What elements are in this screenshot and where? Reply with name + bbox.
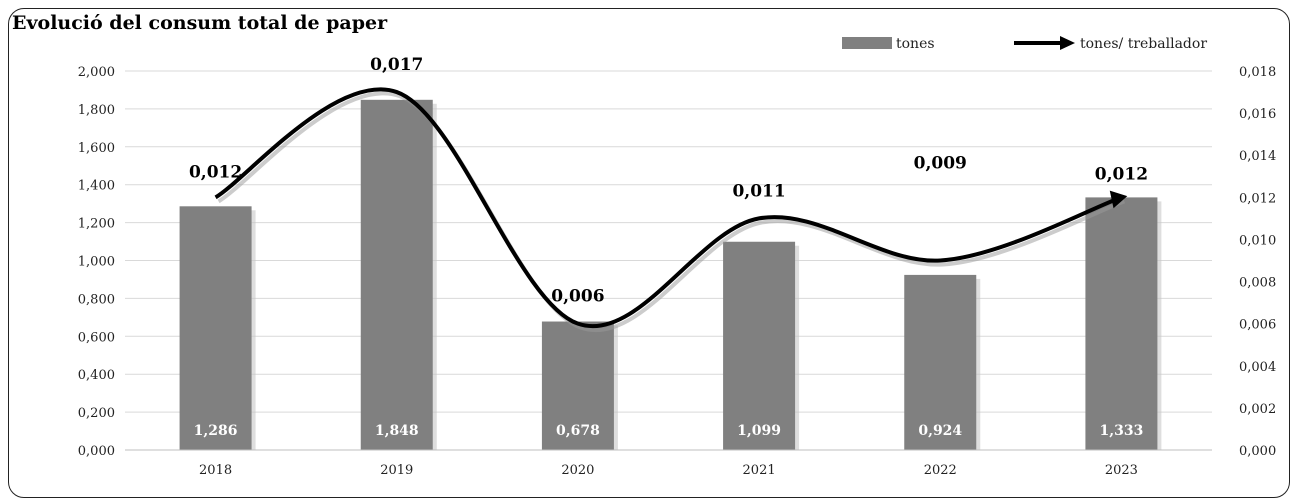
gridlines — [125, 70, 1212, 413]
bar-value-label: 1,848 — [375, 423, 419, 439]
bar-value-label: 1,099 — [737, 423, 781, 439]
legend-bar-swatch — [842, 37, 892, 49]
y-left-tick-label: 1,200 — [78, 217, 115, 232]
line-value-label: 0,017 — [370, 55, 423, 75]
x-tick-label: 2020 — [561, 463, 594, 478]
combo-chart: 1,286 1,848 0,678 1,099 0,924 1,333 0,012 0,017… — [12, 12, 1276, 478]
bars — [179, 99, 1162, 450]
x-tick-label: 2019 — [380, 463, 413, 478]
y-right-tick-label: 0,010 — [1239, 233, 1276, 248]
data-labels: 1,286 1,848 0,678 1,099 0,924 1,333 0,012 0,017… — [189, 55, 1148, 439]
bar-value-label: 0,924 — [918, 423, 962, 439]
legend-arrow-icon — [1060, 36, 1075, 50]
line-arrow-icon — [1109, 190, 1128, 209]
line-value-label: 0,011 — [732, 181, 785, 201]
y-left-tick-label: 1,600 — [78, 141, 115, 156]
y-left-tick-label: 2,000 — [78, 65, 115, 80]
y-left-tick-label: 1,400 — [78, 179, 115, 194]
x-tick-label: 2018 — [199, 463, 232, 478]
y-right-tick-label: 0,000 — [1239, 444, 1276, 459]
bar — [541, 321, 614, 450]
bar — [179, 206, 252, 450]
line-value-label: 0,012 — [189, 162, 242, 182]
line-value-label: 0,006 — [551, 287, 604, 307]
bar — [904, 274, 977, 450]
y-left-tick-label: 0,000 — [78, 444, 115, 459]
y-left-tick-label: 0,800 — [78, 292, 115, 307]
line-value-label: 0,012 — [1095, 164, 1148, 184]
y-right-tick-label: 0,004 — [1239, 360, 1276, 375]
series-line — [214, 87, 1123, 329]
bar-value-label: 1,333 — [1099, 423, 1143, 439]
chart-title: Evolució del consum total de paper — [12, 12, 388, 34]
y-left-tick-label: 1,000 — [78, 255, 115, 270]
legend-line-label: tones/ treballador — [1080, 36, 1207, 52]
bar — [360, 99, 433, 450]
line-value-label: 0,009 — [914, 154, 967, 174]
bar — [1085, 197, 1158, 450]
y-right-tick-label: 0,002 — [1239, 402, 1276, 417]
y-right-tick-label: 0,014 — [1239, 149, 1276, 164]
axes: 0,000 0,200 0,400 0,600 0,800 1,000 1,200 1,400… — [78, 65, 1276, 478]
y-left-tick-label: 0,400 — [78, 368, 115, 383]
y-left-tick-label: 0,600 — [78, 330, 115, 345]
y-right-tick-label: 0,012 — [1239, 191, 1276, 206]
bar — [723, 241, 796, 450]
y-right-tick-label: 0,006 — [1239, 318, 1276, 333]
line-shadow — [217, 91, 1126, 333]
y-right-tick-label: 0,016 — [1239, 107, 1276, 122]
line-series — [214, 87, 1128, 333]
legend: tones tones/ treballador — [842, 36, 1207, 52]
y-left-tick-label: 0,200 — [78, 406, 115, 421]
x-tick-label: 2023 — [1105, 463, 1138, 478]
y-left-tick-label: 1,800 — [78, 103, 115, 118]
x-tick-label: 2021 — [743, 463, 776, 478]
y-right-tick-label: 0,018 — [1239, 65, 1276, 80]
legend-bar-label: tones — [896, 36, 935, 52]
bar-value-label: 0,678 — [556, 423, 600, 439]
x-tick-label: 2022 — [924, 463, 957, 478]
y-right-tick-label: 0,008 — [1239, 276, 1276, 291]
bar-value-label: 1,286 — [194, 423, 238, 439]
